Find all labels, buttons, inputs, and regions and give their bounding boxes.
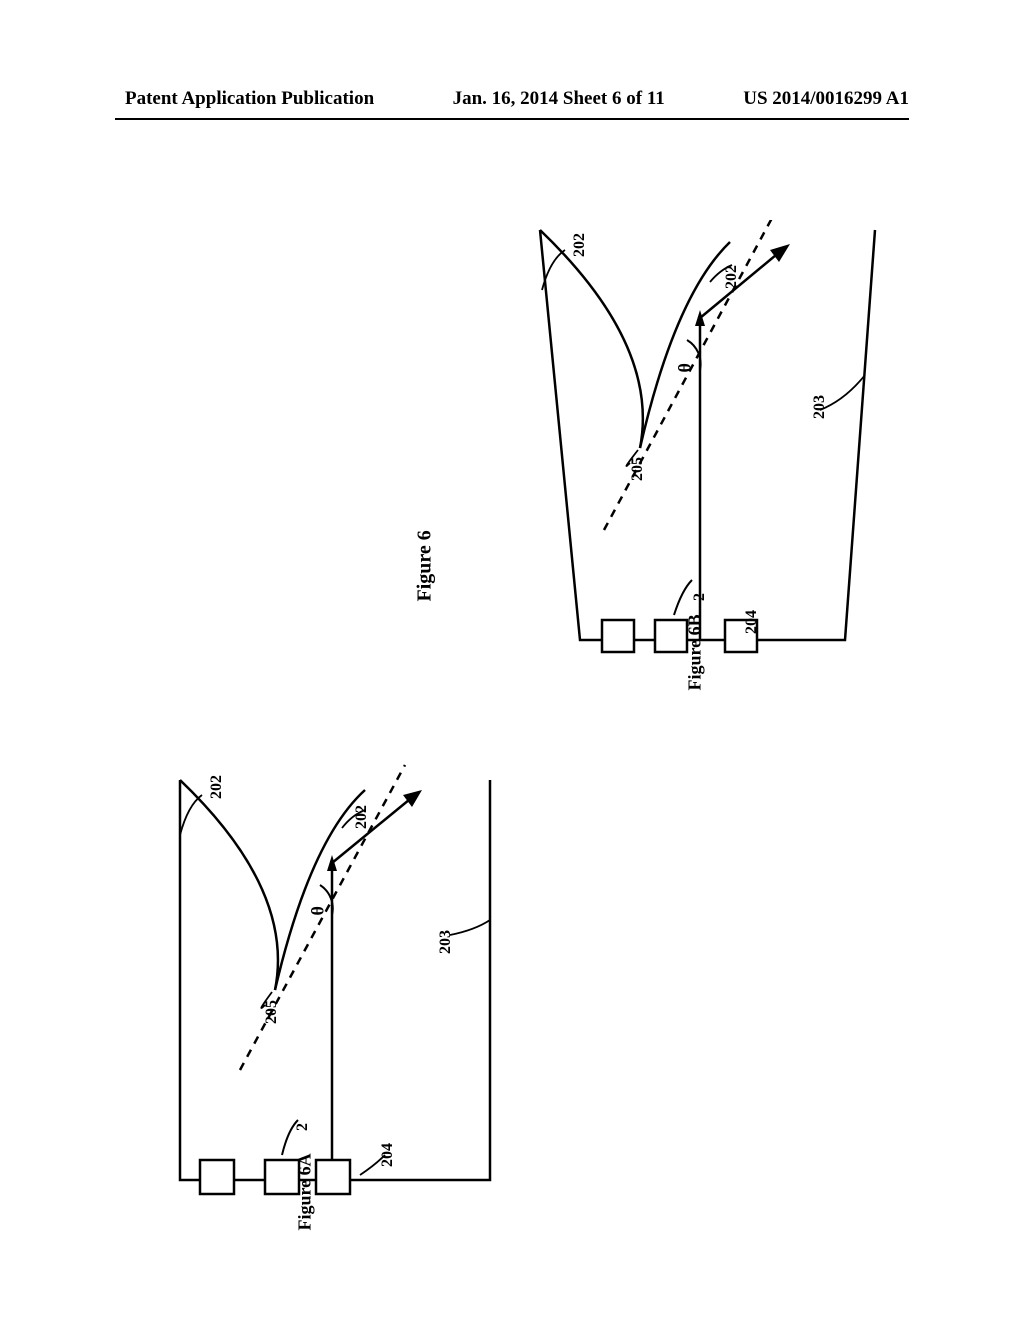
fig6b-ref-204: 204 [743,610,761,634]
fig6a-ref-203: 203 [437,930,455,954]
fig6b-ref-theta: θ [675,363,696,372]
fig6a-ref-2: 2 [294,1123,312,1131]
figure-6a-label: Figure 6A [295,1153,316,1230]
header-left: Patent Application Publication [125,88,374,110]
fig6a-ref-205: 205 [263,1000,281,1024]
fig6b-ref-205: 205 [629,457,647,481]
header-center: Jan. 16, 2014 Sheet 6 of 11 [453,88,665,110]
fig6a-ref-202-left: 202 [208,775,226,799]
header-right: US 2014/0016299 A1 [743,88,909,110]
fig6b-ref-202-right: 202 [723,265,741,289]
fig6b-ref-202-left: 202 [571,233,589,257]
figure-6a-svg [150,760,510,1200]
figure-6b-label: Figure 6B [685,614,706,690]
figure-6-container: Figure 6 Figure 6A 202 [120,200,910,1200]
fig6a-ref-theta: θ [308,906,329,915]
fig6b-ref-203: 203 [811,395,829,419]
fig6b-ref-2: 2 [691,593,709,601]
figure-6b-svg [520,220,890,670]
header-rule [115,118,909,120]
fig6a-ref-202-right: 202 [353,805,371,829]
fig6a-ref-204: 204 [379,1143,397,1167]
figure-6-label: Figure 6 [414,530,437,601]
